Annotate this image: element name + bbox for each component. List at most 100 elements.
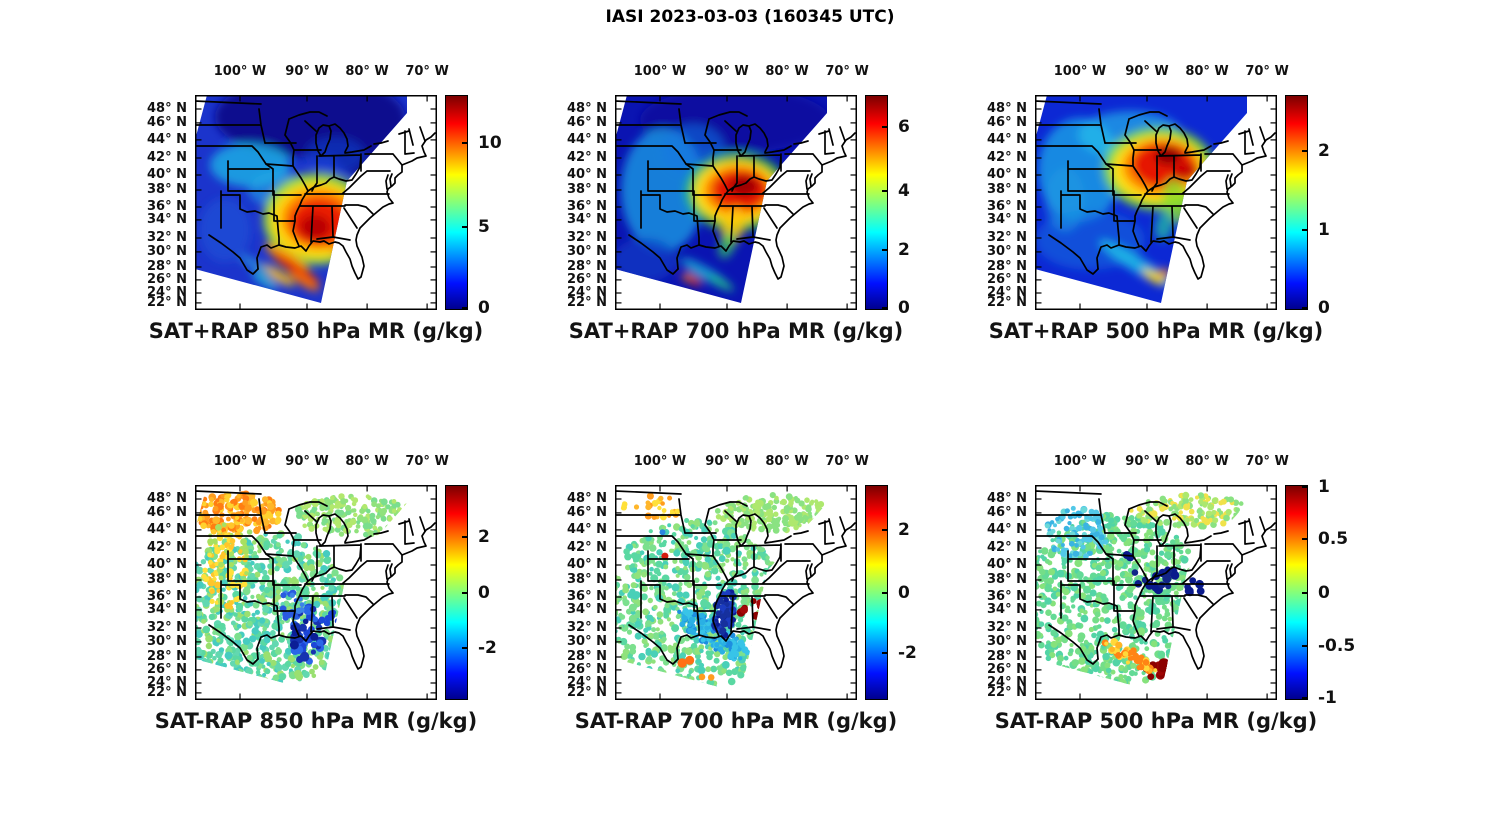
colorbar-tick-label: -2 [478,638,497,659]
lat-tick-label: 36° N [567,199,607,214]
lat-tick-label: 28° N [567,259,607,274]
figure-title: IASI 2023-03-03 (160345 UTC) [605,7,895,27]
lat-tick-label: 36° N [987,589,1027,604]
lat-tick-label: 44° N [567,131,607,147]
lat-tick-label: 36° N [987,199,1027,214]
colorbar-850-diff: -2 0 2 [445,485,523,700]
lon-tick-label: 90° W [705,454,749,469]
lat-tick-label: 22° N [987,684,1027,700]
lat-tick-label: 48° N [567,100,607,116]
lat-tick-label: 44° N [147,521,187,537]
colorbar-tick-label: 2 [898,239,910,260]
lon-tick-label: 80° W [765,64,809,79]
lat-tick-label: 40° N [987,556,1027,572]
lon-tick-label: 90° W [1125,64,1169,79]
lat-tick-label: 22° N [147,294,187,310]
lat-tick-label: 22° N [567,294,607,310]
lon-tick-label: 80° W [1185,64,1229,79]
lat-tick-label: 28° N [987,259,1027,274]
colorbar-500-diff: -1 -0.5 0 0.5 1 [1285,477,1363,708]
lat-tick-label: 34° N [987,601,1027,617]
lat-tick-label: 24° N [567,285,607,300]
lon-tick-label: 80° W [1185,454,1229,469]
panel-title: SAT-RAP 850 hPa MR (g/kg) [154,709,478,733]
colorbar-tick-label: -0.5 [1318,636,1356,657]
lat-tick-label: 28° N [147,649,187,664]
lat-tick-label: 24° N [987,675,1027,690]
lat-tick-label: 24° N [567,675,607,690]
colorbar-gradient [865,95,888,310]
lat-tick-label: 32° N [567,229,607,245]
colorbar-tick-mark [1302,229,1308,232]
lat-tick-label: 32° N [987,619,1027,635]
lat-tick-label: 42° N [147,149,187,165]
lon-tick-label: 70° W [825,454,869,469]
lat-tick-label: 30° N [147,243,187,259]
lat-tick-label: 42° N [567,149,607,165]
colorbar-tick-mark [1302,306,1308,309]
lat-tick-label: 24° N [147,285,187,300]
lat-tick-label: 44° N [987,131,1027,147]
panel-title: SAT-RAP 500 hPa MR (g/kg) [994,709,1318,733]
colorbar-tick-mark [462,647,468,650]
colorbar-tick-mark [1302,537,1308,540]
lat-tick-label: 44° N [567,521,607,537]
lat-tick-label: 48° N [567,490,607,506]
colorbar-tick-mark [882,651,888,654]
colorbar-tick-mark [462,535,468,538]
colorbar-tick-mark [882,248,888,251]
lat-tick-label: 44° N [987,521,1027,537]
colorbar-tick-mark [462,306,468,309]
colorbar-tick-mark [1302,486,1308,489]
colorbar-700-diff: -2 0 2 [865,485,943,700]
map-sat-minus-rap-700 [615,485,857,700]
panel-sat-plus-rap-500: 100° W 90° W 80° W 70° W 48° N 46° N 44° N 42°… [965,57,1363,355]
map-sat-minus-rap-850 [195,485,437,700]
lat-tick-label: 22° N [147,684,187,700]
lat-tick-label: 38° N [147,182,187,198]
colorbar-tick-mark [1302,645,1308,648]
colorbar-tick-label: 0.5 [1318,528,1349,549]
colorbar-tick-label: 2 [898,520,910,541]
lat-tick-label: 40° N [567,556,607,572]
lat-tick-label: 38° N [147,572,187,588]
lat-tick-label: 32° N [147,229,187,245]
lat-tick-label: 32° N [147,619,187,635]
colorbar-tick-label: -1 [1318,687,1337,708]
lat-tick-label: 38° N [987,572,1027,588]
lat-tick-label: 40° N [147,166,187,182]
colorbar-tick-label: 0 [898,297,910,318]
lat-tick-label: 38° N [567,182,607,198]
lat-tick-label: 28° N [567,649,607,664]
lon-tick-label: 100° W [213,64,267,79]
lat-tick-label: 48° N [147,490,187,506]
lat-tick-label: 26° N [567,271,607,287]
lat-tick-label: 42° N [147,539,187,555]
colorbar-700-sum: 0 2 4 6 [865,95,943,318]
colorbar-tick-label: 0 [478,582,490,603]
lat-tick-label: 44° N [147,131,187,147]
lat-tick-label: 40° N [567,166,607,182]
panel-sat-plus-rap-850: 100° W 90° W 80° W 70° W 48° N 46° N 44° N 42°… [125,57,523,355]
lat-tick-label: 38° N [987,182,1027,198]
lat-tick-label: 32° N [987,229,1027,245]
lat-tick-label: 28° N [147,259,187,274]
lat-tick-label: 30° N [567,243,607,259]
lat-tick-label: 36° N [147,589,187,604]
colorbar-tick-mark [462,142,468,145]
lat-tick-label: 46° N [567,504,607,520]
lat-tick-label: 42° N [987,539,1027,555]
lon-tick-label: 70° W [1245,454,1289,469]
panel-sat-minus-rap-700: 100° W 90° W 80° W 70° W 48° N 46° N 44° N 42°… [545,447,943,745]
colorbar-tick-mark [1302,591,1308,594]
lat-tick-label: 38° N [567,572,607,588]
lat-tick-label: 26° N [567,661,607,677]
panel-title: SAT+RAP 700 hPa MR (g/kg) [568,319,904,343]
colorbar-tick-label: 0 [478,297,490,318]
lon-tick-label: 70° W [405,64,449,79]
colorbar-gradient [1285,95,1308,310]
lat-tick-label: 22° N [987,294,1027,310]
lat-tick-label: 34° N [147,211,187,227]
lat-tick-label: 32° N [567,619,607,635]
lon-tick-label: 80° W [345,454,389,469]
